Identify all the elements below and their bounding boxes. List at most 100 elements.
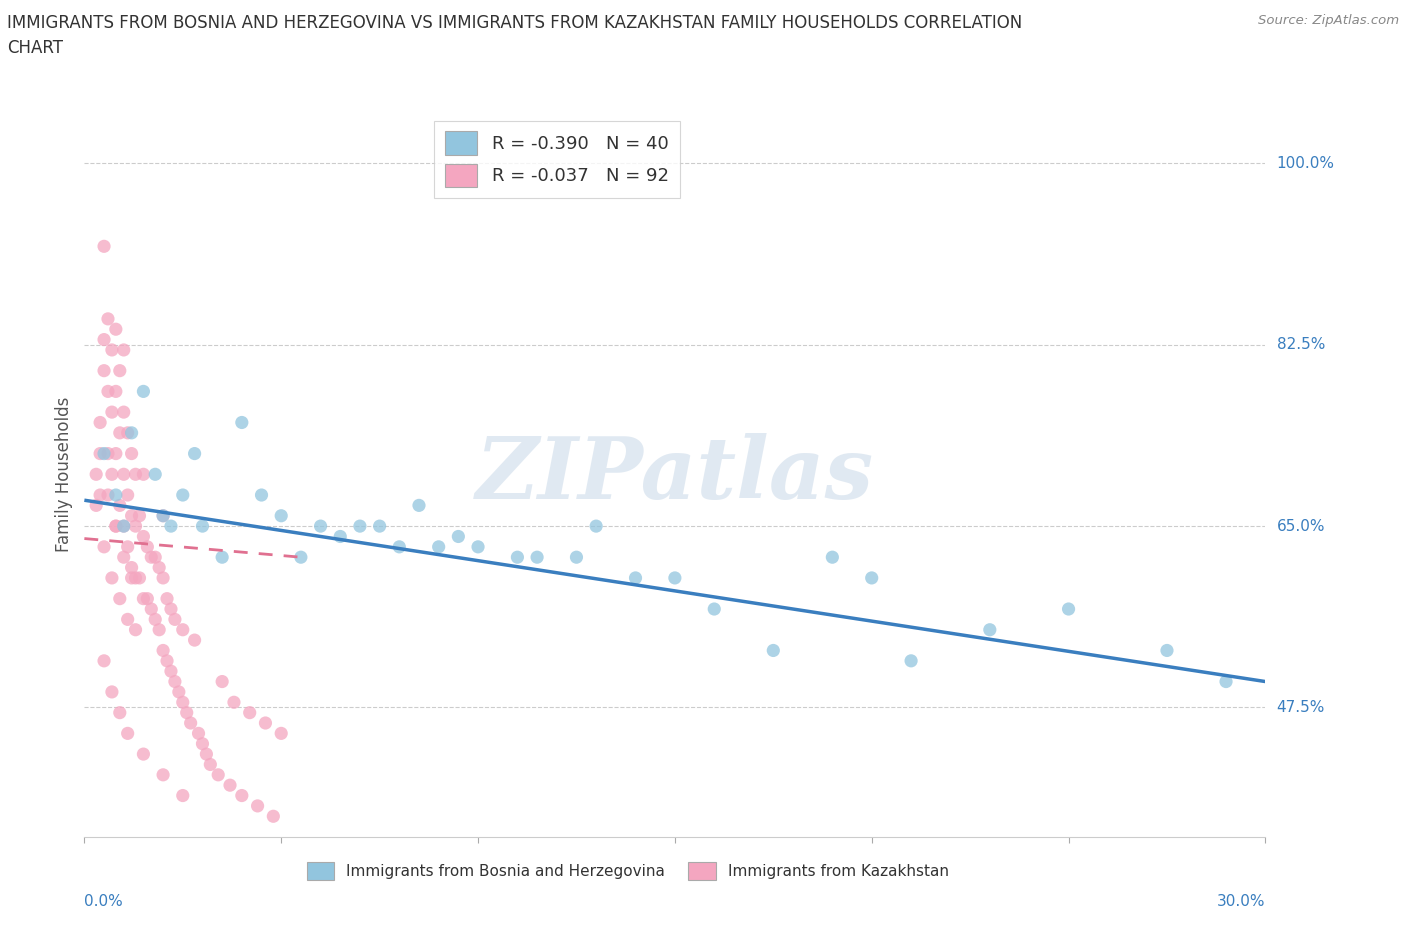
Point: [231, 788, 253, 803]
Point: [117, 612, 139, 627]
Text: ZIPatlas: ZIPatlas: [475, 432, 875, 516]
Point: [104, 487, 127, 502]
Point: [143, 467, 166, 482]
Point: [860, 570, 883, 585]
Point: [101, 405, 124, 419]
Point: [89, 487, 111, 502]
Point: [117, 726, 139, 741]
Point: [250, 487, 273, 502]
Point: [121, 560, 143, 575]
Point: [112, 550, 135, 565]
Point: [152, 509, 174, 524]
Point: [112, 519, 135, 534]
Point: [104, 384, 127, 399]
Point: [121, 570, 143, 585]
Point: [143, 612, 166, 627]
Point: [565, 550, 588, 565]
Point: [821, 550, 844, 565]
Point: [160, 602, 183, 617]
Point: [270, 726, 292, 741]
Point: [200, 757, 222, 772]
Point: [172, 695, 194, 710]
Point: [329, 529, 352, 544]
Point: [128, 570, 150, 585]
Point: [180, 715, 202, 730]
Point: [101, 342, 124, 357]
Point: [121, 509, 143, 524]
Point: [108, 425, 131, 440]
Point: [108, 498, 131, 512]
Point: [152, 570, 174, 585]
Text: 65.0%: 65.0%: [1277, 519, 1324, 534]
Point: [467, 539, 489, 554]
Point: [222, 695, 245, 710]
Point: [156, 591, 179, 606]
Point: [762, 643, 785, 658]
Point: [97, 446, 120, 461]
Point: [163, 612, 186, 627]
Point: [101, 684, 124, 699]
Point: [108, 705, 131, 720]
Point: [117, 539, 139, 554]
Point: [211, 550, 233, 565]
Point: [191, 519, 214, 534]
Point: [97, 312, 120, 326]
Point: [526, 550, 548, 565]
Point: [408, 498, 430, 512]
Point: [112, 342, 135, 357]
Point: [163, 674, 186, 689]
Point: [195, 747, 218, 762]
Text: 0.0%: 0.0%: [84, 894, 124, 909]
Point: [585, 519, 607, 534]
Point: [124, 622, 146, 637]
Point: [143, 550, 166, 565]
Point: [290, 550, 312, 565]
Point: [132, 591, 155, 606]
Point: [152, 767, 174, 782]
Point: [172, 622, 194, 637]
Point: [624, 570, 647, 585]
Point: [262, 809, 284, 824]
Point: [506, 550, 529, 565]
Point: [207, 767, 229, 782]
Point: [104, 519, 127, 534]
Point: [93, 364, 115, 379]
Point: [97, 487, 120, 502]
Point: [148, 622, 170, 637]
Point: [148, 560, 170, 575]
Point: [93, 239, 115, 254]
Point: [183, 446, 205, 461]
Point: [231, 415, 253, 430]
Text: IMMIGRANTS FROM BOSNIA AND HERZEGOVINA VS IMMIGRANTS FROM KAZAKHSTAN FAMILY HOUS: IMMIGRANTS FROM BOSNIA AND HERZEGOVINA V…: [7, 14, 1022, 32]
Point: [160, 519, 183, 534]
Point: [309, 519, 332, 534]
Point: [101, 570, 124, 585]
Point: [270, 509, 292, 524]
Point: [93, 539, 115, 554]
Text: Source: ZipAtlas.com: Source: ZipAtlas.com: [1258, 14, 1399, 27]
Point: [183, 632, 205, 647]
Point: [112, 519, 135, 534]
Point: [124, 570, 146, 585]
Point: [172, 487, 194, 502]
Point: [141, 550, 163, 565]
Point: [427, 539, 450, 554]
Point: [132, 384, 155, 399]
Point: [128, 509, 150, 524]
Text: CHART: CHART: [7, 39, 63, 57]
Text: 82.5%: 82.5%: [1277, 338, 1324, 352]
Point: [121, 446, 143, 461]
Point: [246, 799, 269, 814]
Point: [104, 446, 127, 461]
Point: [388, 539, 411, 554]
Point: [104, 519, 127, 534]
Point: [132, 467, 155, 482]
Point: [136, 591, 159, 606]
Point: [211, 674, 233, 689]
Point: [101, 467, 124, 482]
Point: [703, 602, 725, 617]
Point: [176, 705, 198, 720]
Point: [117, 487, 139, 502]
Point: [156, 654, 179, 669]
Point: [191, 737, 214, 751]
